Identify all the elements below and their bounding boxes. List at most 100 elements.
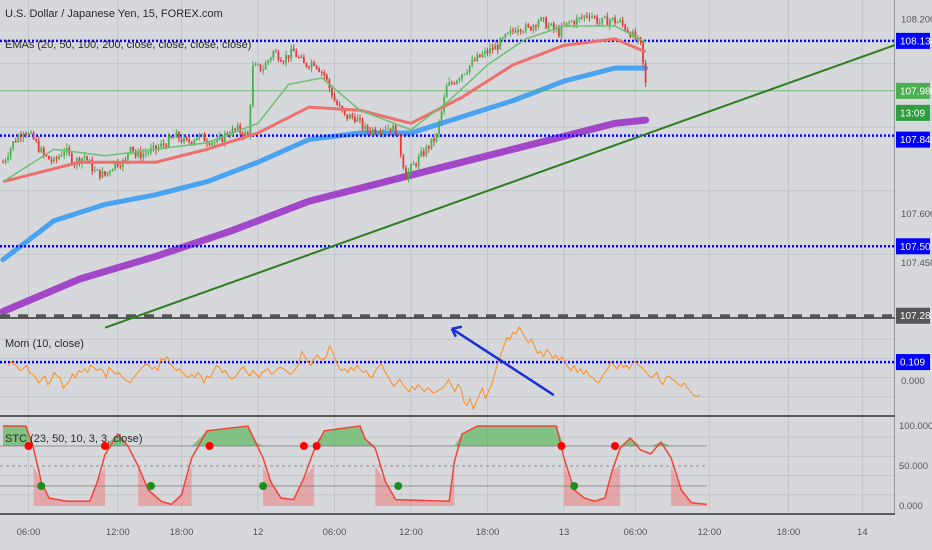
candle-body (193, 140, 196, 144)
stc-buy-dot (146, 482, 155, 490)
candle-body (438, 122, 440, 134)
candle (106, 171, 109, 178)
stc-pane[interactable]: STC (23, 50, 10, 3, 3, close) (0, 425, 707, 506)
candle (471, 55, 474, 68)
ema-100-path (0, 65, 649, 263)
candle (596, 14, 599, 26)
candle-body (272, 51, 275, 58)
candle-body (433, 138, 435, 142)
price-tag-label: 13:09 (900, 108, 925, 119)
candle-body (387, 128, 389, 130)
candle-body (394, 125, 397, 135)
time-axis[interactable]: 06:00 12:00 18:00 12 06:00 12:00 18:00 13 06:00 1… (0, 515, 895, 550)
candle-body (537, 20, 540, 27)
candle-body (468, 65, 471, 73)
candle (486, 47, 489, 57)
candle-body (96, 169, 99, 171)
candle-body (93, 170, 96, 172)
candle (109, 169, 111, 176)
candle (384, 125, 387, 133)
candle-body (175, 131, 178, 138)
momentum-pane[interactable]: Mom (10, close) (0, 325, 895, 411)
candle-body (420, 151, 423, 157)
candle-body (234, 128, 236, 130)
candle-body (333, 96, 336, 101)
candle-body (32, 132, 35, 140)
candle-body (364, 125, 366, 130)
candle-body (295, 51, 298, 58)
candle (111, 168, 114, 172)
time-tick: 18:00 (777, 527, 801, 538)
candle (91, 156, 94, 175)
candle (542, 17, 545, 23)
candle-body (178, 131, 180, 139)
candle-body (509, 29, 512, 33)
candle-body (162, 143, 165, 145)
candle (438, 119, 440, 138)
divergence-path[interactable] (451, 327, 555, 397)
candle (19, 131, 22, 143)
candle-body (626, 30, 629, 33)
candle-body (285, 55, 287, 63)
candle-body (208, 143, 211, 145)
time-tick: 06:00 (17, 527, 41, 538)
time-tick: 12:00 (106, 527, 130, 538)
stc-sell-dot (299, 442, 308, 450)
candle (466, 69, 468, 76)
momentum-tick: 0.000 (901, 376, 925, 387)
candle (305, 62, 308, 69)
candle-body (198, 134, 201, 138)
candle-body (461, 74, 463, 79)
candle-body (578, 17, 581, 19)
candle (489, 43, 491, 57)
candle-body (48, 155, 50, 160)
price-tag: 107.501 (896, 238, 932, 255)
candle (532, 24, 535, 34)
ema-20-line (2, 25, 646, 183)
candle (12, 140, 15, 151)
trend-line-path[interactable] (104, 44, 896, 329)
candle-body (267, 60, 270, 63)
candle (313, 60, 315, 67)
stc-buy-dot (259, 482, 268, 490)
candle-body (180, 138, 183, 143)
divergence-line[interactable] (450, 325, 555, 397)
candle-body (165, 144, 168, 148)
candle-body (489, 47, 491, 54)
candle (152, 142, 155, 153)
candle-body (614, 17, 616, 24)
candle-body (392, 125, 395, 132)
time-tick: 18:00 (476, 527, 500, 538)
stc-low-fill (270, 482, 281, 506)
candle (188, 135, 191, 145)
candle-body (310, 62, 313, 68)
candle (537, 18, 540, 30)
candle (254, 62, 257, 67)
candle (527, 22, 530, 29)
candle (417, 153, 420, 170)
price-axis[interactable]: 108.200 107.600 107.450 108.134 107.980 13:09… (895, 0, 932, 550)
candle-body (254, 64, 257, 66)
candle (427, 144, 430, 153)
price-tick: 107.450 (901, 258, 932, 269)
stc-sell-dot (24, 442, 33, 450)
candle (476, 51, 479, 63)
stc-high-fill (3, 426, 26, 446)
candle (63, 147, 66, 160)
candle-body (274, 51, 277, 53)
trend-line[interactable] (104, 44, 896, 329)
candle-body (476, 54, 479, 61)
candle (371, 127, 374, 137)
candle-body (55, 157, 58, 160)
candle-body (529, 26, 532, 31)
price-pane[interactable]: U.S. Dollar / Japanese Yen, 15, FOREX.co… (0, 8, 896, 329)
candle-body (624, 24, 627, 31)
candle-body (507, 32, 509, 35)
candle (236, 122, 239, 132)
candle-body (422, 151, 425, 156)
candle-body (397, 134, 400, 137)
candle-body (308, 66, 310, 68)
candle (147, 150, 150, 157)
candle-body (580, 17, 583, 19)
